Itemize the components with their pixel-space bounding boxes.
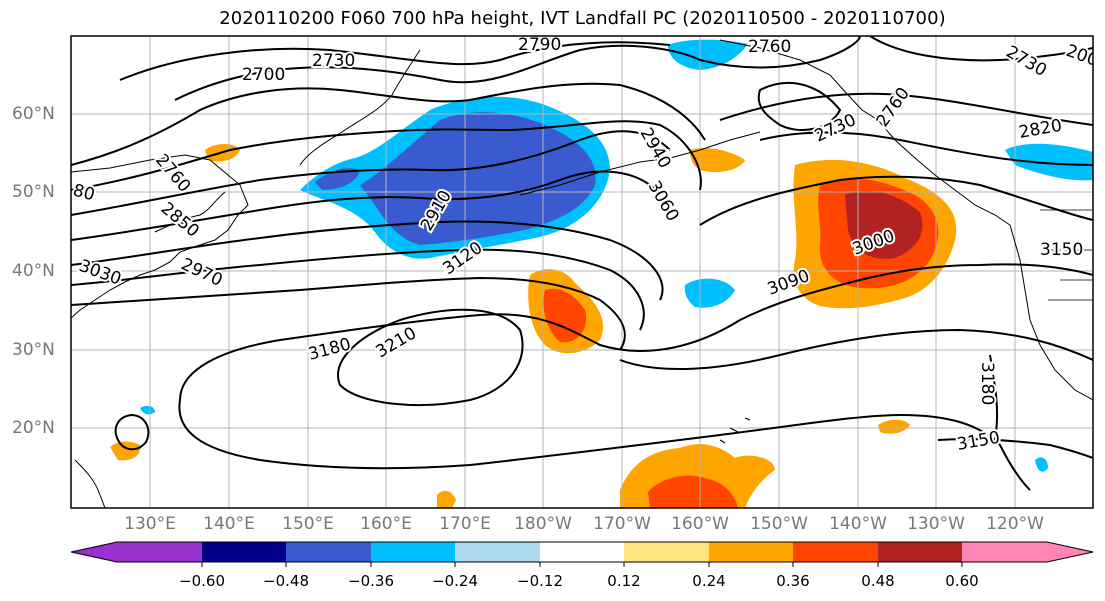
colorbar-bin (202, 542, 287, 562)
colorbar-min-arrow (71, 542, 117, 562)
figure-title: 2020110200 F060 700 hPa height, IVT Land… (219, 8, 946, 29)
map-gridlines (71, 36, 1093, 508)
lon-label: 150°W (750, 514, 808, 534)
ivt-positive-south-core (648, 475, 738, 508)
contour-line (699, 36, 861, 69)
colorbar-bin (878, 542, 963, 562)
colorbar-outline (70, 541, 1094, 563)
contour-line (119, 41, 671, 81)
lon-label: 120°W (986, 514, 1044, 534)
contour-line (71, 220, 664, 301)
colorbar-bin (455, 542, 540, 562)
contour-line (757, 81, 842, 131)
contour-line (619, 328, 1093, 371)
lon-label: 170°W (593, 514, 651, 534)
lon-label: 150°E (282, 514, 334, 534)
lat-label: 50°N (12, 182, 55, 202)
colorbar-bin (371, 542, 456, 562)
contour-line (179, 263, 1093, 401)
ivt-positive-west (110, 441, 141, 461)
hawaii-islands (719, 417, 751, 444)
colorbar-bin (962, 542, 1047, 562)
contour-line (759, 131, 1093, 166)
ivt-positive-east (878, 419, 910, 434)
contour-label: 3150 (1040, 240, 1083, 260)
ivt-negative-patch (315, 168, 360, 190)
contour-label: 2730 (312, 51, 355, 71)
contour-label: 3180 (977, 362, 997, 405)
lat-label: 40°N (12, 261, 55, 281)
ivt-negative-patch-south (684, 278, 735, 308)
colorbar-bin (117, 542, 202, 562)
map-frame (70, 35, 1094, 509)
lon-label: 180°W (514, 514, 572, 534)
colorbar-tick-label: −0.48 (263, 572, 309, 590)
contour-label: 2700 (242, 65, 285, 85)
aleutian-chain (519, 131, 761, 196)
lon-label: 140°E (203, 514, 255, 534)
contour-line (174, 44, 701, 101)
asia-coastline (71, 154, 249, 319)
colorbar-bin (793, 542, 878, 562)
contour-line (937, 438, 1093, 459)
map-panel: 2790 2760 2730 2700 2730 2760 2850 2910 … (71, 35, 1093, 508)
ivt-positive-central-core (543, 288, 587, 343)
lon-label: 160°E (360, 514, 412, 534)
colorbar-tick-label: −0.36 (348, 572, 394, 590)
contour-line (71, 170, 661, 241)
colorbar-tick-label: 0.12 (607, 572, 641, 590)
colorbar-bin (624, 542, 709, 562)
contour-label: 2790 (518, 35, 561, 55)
colorbar-tick-label: 0.24 (692, 572, 726, 590)
ivt-positive-core (845, 191, 923, 259)
contour-line (719, 92, 1093, 126)
colorbar-tick-label: 0.60 (945, 572, 979, 590)
contour-line (337, 308, 524, 406)
lon-label: 140°W (829, 514, 887, 534)
colorbar-bin (709, 542, 794, 562)
contour-line (114, 413, 150, 451)
colorbar-tick-label: 0.36 (776, 572, 810, 590)
ivt-negative-patch-east (1035, 457, 1048, 472)
height-contours (71, 36, 1093, 491)
contour-line (71, 248, 645, 331)
lon-label: 130°E (124, 514, 176, 534)
ivt-strong-negative-region (360, 112, 596, 245)
contour-line (71, 276, 626, 351)
ivt-negative-patch-north (668, 39, 748, 70)
contour-label: 2760 (748, 37, 791, 57)
contour-line (178, 399, 1031, 491)
lat-label: 20°N (12, 418, 55, 438)
philippines-coastline (74, 459, 106, 508)
lon-label: 170°E (439, 514, 491, 534)
lon-label: 160°W (671, 514, 729, 534)
state-borders (1040, 209, 1093, 301)
colorbar-bin (286, 542, 371, 562)
colorbar-tick-label: −0.60 (179, 572, 225, 590)
colorbar-max-arrow (1047, 542, 1093, 562)
lat-label: 30°N (12, 340, 55, 360)
contour-line (869, 36, 1093, 62)
contour-line (989, 354, 999, 441)
colorbar-bin (540, 542, 625, 562)
ivt-positive-aleutian (690, 148, 745, 172)
kamchatka-coastline (299, 49, 421, 166)
lat-label: 60°N (12, 104, 55, 124)
contour-line (71, 82, 706, 166)
ivt-negative-patch-gulf (1005, 143, 1093, 181)
colorbar (70, 541, 1094, 567)
lon-label: 130°W (907, 514, 965, 534)
contour-line (71, 120, 702, 191)
ivt-positive-bottom (437, 490, 456, 508)
colorbar-tick-label: −0.24 (432, 572, 478, 590)
contour-line (71, 130, 671, 216)
colorbar-tick-label: 0.48 (861, 572, 895, 590)
contour-line (699, 175, 1093, 226)
ivt-negative-patch-small (140, 405, 155, 415)
colorbar-tick-label: −0.12 (517, 572, 563, 590)
